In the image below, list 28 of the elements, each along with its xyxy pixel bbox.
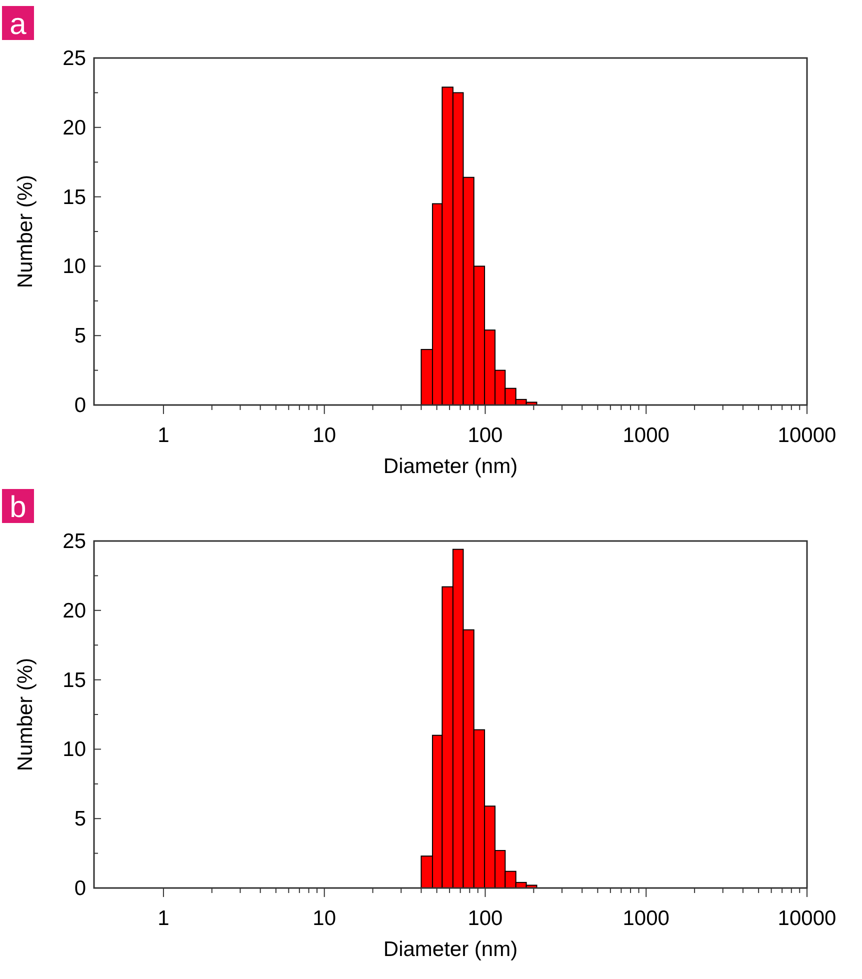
y-tick-label: 15	[62, 186, 86, 209]
x-tick-label: 10	[312, 907, 336, 930]
x-axis-title: Diameter (nm)	[383, 938, 518, 961]
y-axis-title: Number (%)	[14, 658, 37, 772]
y-tick-label: 25	[62, 47, 86, 70]
chart-title: a	[10, 8, 27, 41]
y-tick-label: 15	[62, 668, 86, 692]
y-tick-label: 5	[74, 324, 86, 348]
x-tick-label: 10000	[778, 424, 836, 447]
y-tick-label: 5	[74, 808, 86, 831]
y-tick-label: 10	[62, 738, 86, 762]
x-tick-label: 100	[468, 424, 503, 447]
x-tick-label: 1	[158, 424, 170, 447]
y-tick-label: 20	[62, 116, 86, 140]
x-tick-label: 1000	[622, 907, 670, 930]
x-tick-label: 10	[312, 424, 336, 447]
y-tick-label: 0	[74, 394, 86, 417]
y-tick-label: 0	[74, 877, 86, 900]
y-axis-title: Number (%)	[14, 174, 37, 288]
y-tick-label: 25	[62, 530, 86, 553]
x-tick-label: 1	[158, 907, 170, 930]
x-axis-title: Diameter (nm)	[383, 455, 518, 478]
x-tick-label: 1000	[622, 424, 670, 447]
chart-title: b	[10, 491, 26, 524]
x-tick-label: 100	[468, 907, 503, 930]
y-tick-label: 10	[62, 255, 86, 278]
x-tick-label: 10000	[778, 907, 836, 930]
y-tick-label: 20	[62, 599, 86, 622]
